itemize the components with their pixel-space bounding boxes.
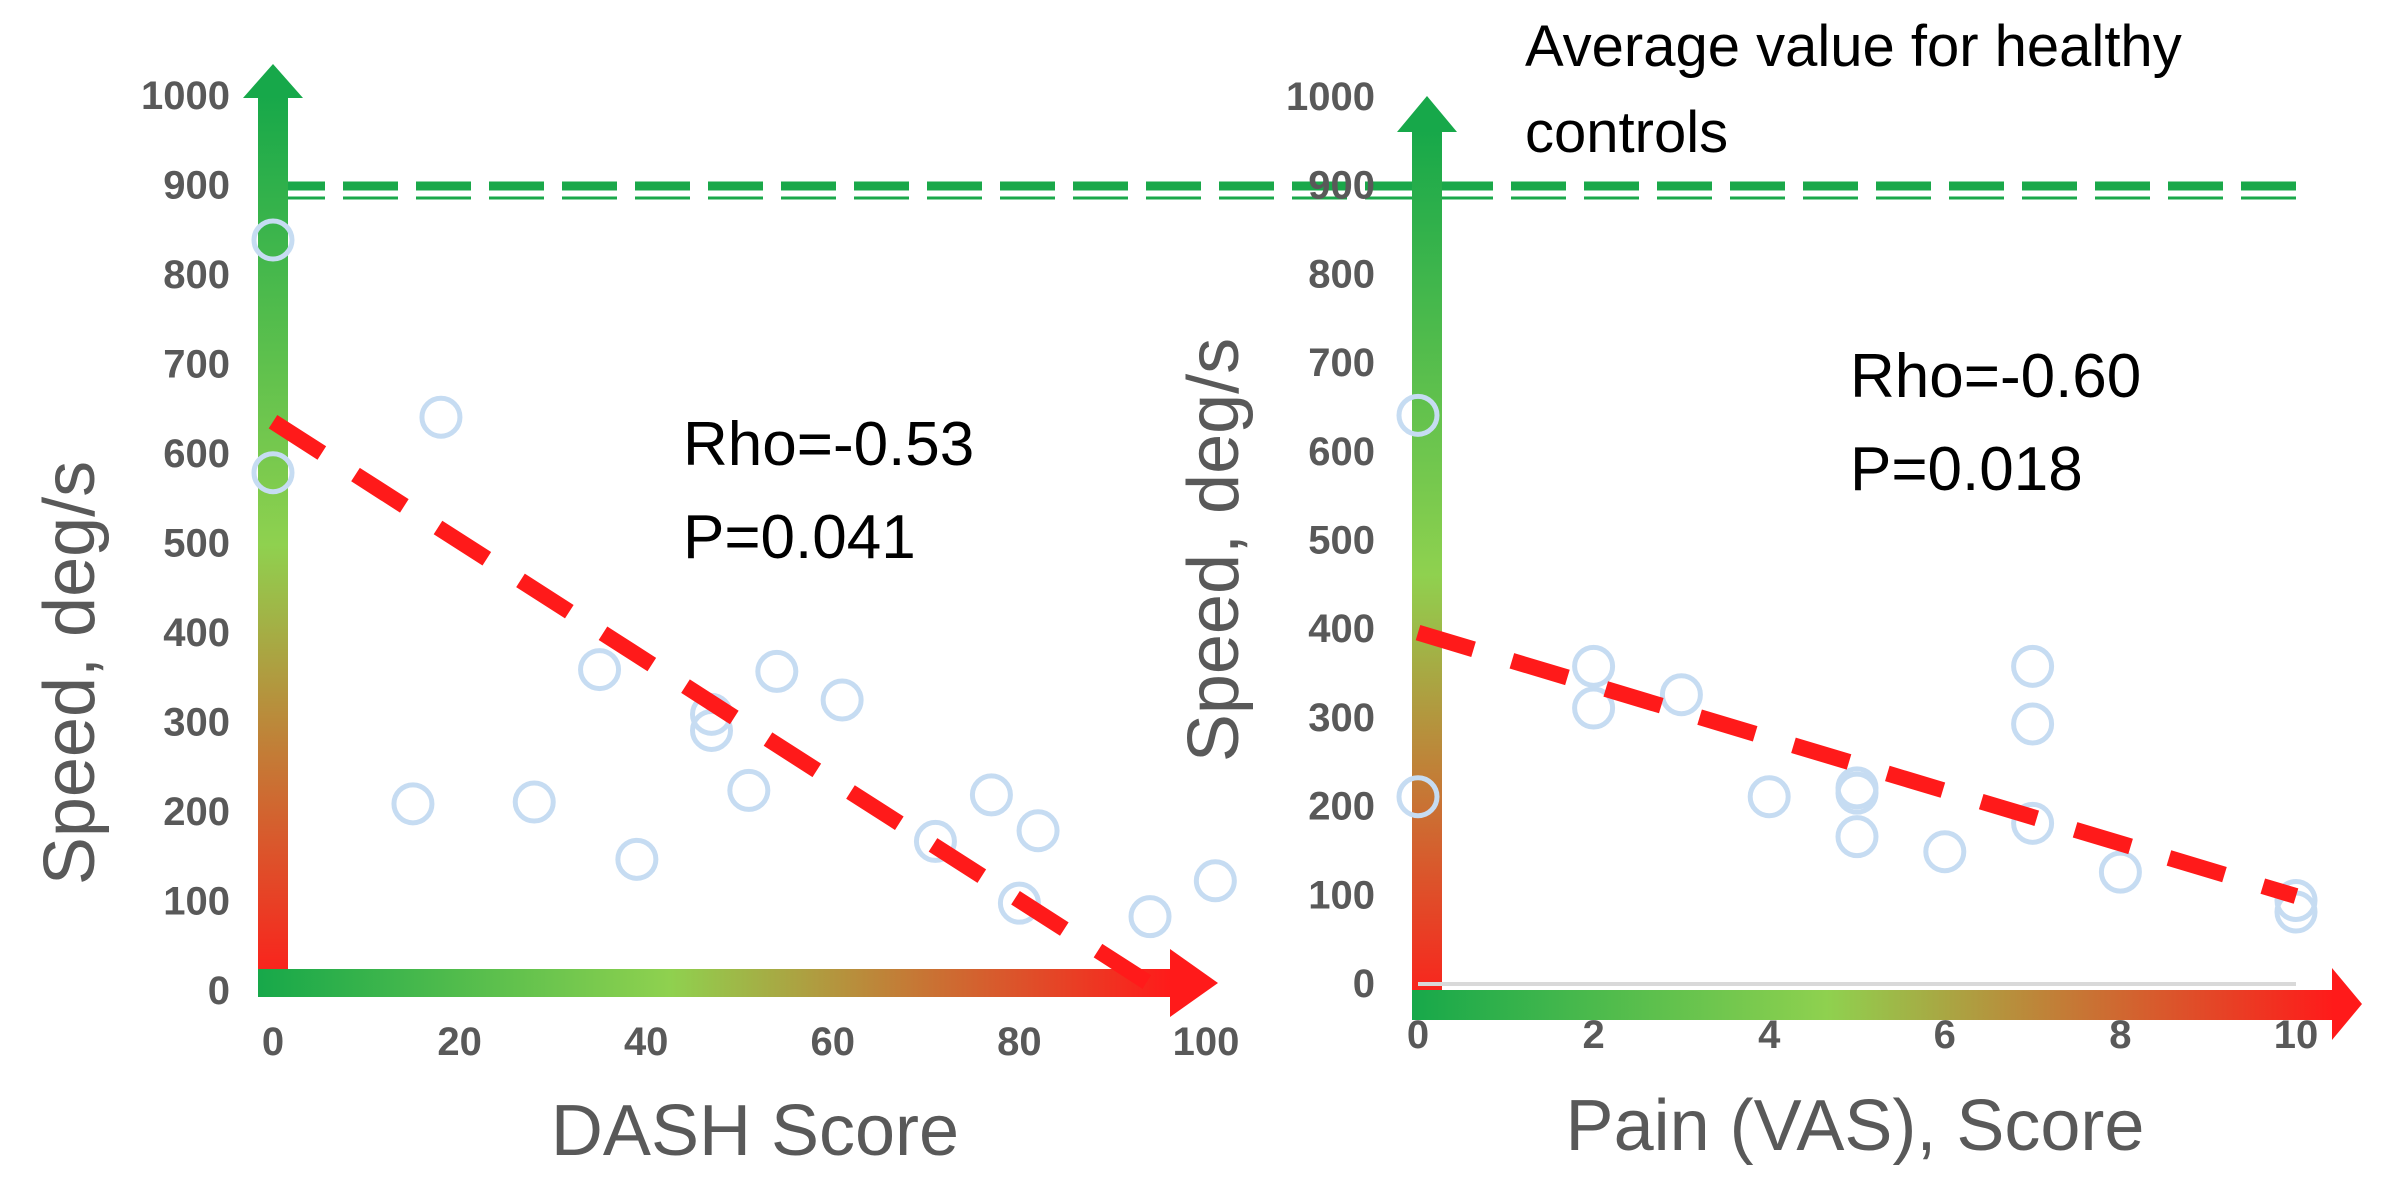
trend-line: [268, 414, 1164, 997]
x-tick-label: 80: [997, 1020, 1042, 1064]
y-tick-label: 700: [163, 343, 230, 387]
data-point: [2098, 850, 2142, 894]
data-point: [419, 395, 463, 439]
x-tick-label: 4: [1758, 1013, 1781, 1057]
trend-line: [1415, 624, 2299, 904]
y-axis-arrow: [1412, 130, 1442, 1020]
y-tick-label: 600: [163, 432, 230, 476]
healthy-reference-line: [270, 181, 2300, 200]
data-point: [1835, 771, 1879, 815]
data-point: [1396, 393, 1440, 437]
x-tick-label: 0: [1407, 1013, 1429, 1057]
y-tick-label: 400: [1308, 607, 1375, 651]
data-point: [1193, 859, 1237, 903]
x-axis-arrowhead: [1170, 949, 1218, 1017]
x-tick-label: 20: [437, 1020, 482, 1064]
y-tick-label: 800: [1308, 252, 1375, 296]
data-point: [2011, 702, 2055, 746]
data-point: [1572, 644, 1616, 688]
x-axis-arrowhead: [2332, 968, 2362, 1040]
p-value-annotation: P=0.041: [683, 503, 916, 572]
x-axis-title: DASH Score: [551, 1091, 959, 1171]
data-point: [755, 649, 799, 693]
data-point: [2011, 644, 2055, 688]
x-tick-label: 10: [2274, 1013, 2319, 1057]
data-point: [512, 780, 556, 824]
data-point: [1572, 686, 1616, 730]
x-axis-title: Pain (VAS), Score: [1566, 1086, 2145, 1166]
y-tick-label: 200: [1308, 785, 1375, 829]
data-point: [2274, 879, 2318, 923]
x-axis-arrow: [258, 969, 1173, 997]
x-tick-label: 2: [1582, 1013, 1604, 1057]
data-point: [969, 773, 1013, 817]
data-point: [727, 768, 771, 812]
y-tick-label: 100: [1308, 873, 1375, 917]
data-point: [2011, 801, 2055, 845]
y-tick-label: 300: [1308, 696, 1375, 740]
y-tick-label: 500: [1308, 519, 1375, 563]
y-tick-label: 0: [208, 969, 230, 1013]
x-tick-label: 40: [624, 1020, 669, 1064]
reference-label-line1: Average value for healthy: [1525, 14, 2182, 79]
rho-annotation: Rho=-0.53: [683, 410, 974, 479]
reference-label-line2: controls: [1525, 100, 1728, 165]
p-value-annotation: P=0.018: [1850, 435, 2083, 504]
x-tick-label: 100: [1173, 1020, 1240, 1064]
chart-dash: 0 100 200 300 400 500 600 700 800 900 1000 0 20 40 60…: [30, 64, 1239, 1171]
y-tick-label: 700: [1308, 341, 1375, 385]
data-point: [913, 819, 957, 863]
y-tick-label: 900: [1308, 164, 1375, 208]
data-point: [578, 648, 622, 692]
x-tick-label: 0: [262, 1020, 284, 1064]
y-axis-arrowhead: [243, 64, 303, 98]
x-tick-label: 6: [1934, 1013, 1956, 1057]
y-tick-label: 200: [163, 790, 230, 834]
data-point: [1835, 815, 1879, 859]
y-tick-label: 1000: [1286, 75, 1375, 119]
data-point: [615, 837, 659, 881]
data-point: [820, 678, 864, 722]
y-axis-title: Speed, deg/s: [30, 461, 110, 885]
y-axis-arrow: [258, 95, 288, 995]
y-tick-label: 400: [163, 611, 230, 655]
data-point: [251, 451, 295, 495]
y-tick-label: 0: [1353, 962, 1375, 1006]
x-axis-arrow: [1412, 990, 2335, 1020]
rho-annotation: Rho=-0.60: [1850, 342, 2141, 411]
y-tick-label: 800: [163, 253, 230, 297]
data-point: [1016, 809, 1060, 853]
y-axis-title: Speed, deg/s: [1174, 338, 1254, 762]
chart-pain: 0 100 200 300 400 500 600 700 800 900 1000 0 2 4 6 8 10…: [1174, 75, 2362, 1166]
data-point: [1747, 775, 1791, 819]
y-axis-arrowhead: [1397, 96, 1457, 132]
y-tick-label: 500: [163, 522, 230, 566]
y-tick-label: 300: [163, 701, 230, 745]
y-tick-label: 600: [1308, 430, 1375, 474]
data-point: [1923, 830, 1967, 874]
y-tick-label: 1000: [141, 74, 230, 118]
data-point: [251, 218, 295, 262]
x-tick-label: 60: [811, 1020, 856, 1064]
y-tick-label: 900: [163, 164, 230, 208]
x-tick-label: 8: [2109, 1013, 2131, 1057]
data-point: [1396, 775, 1440, 819]
y-tick-label: 100: [163, 880, 230, 924]
data-point: [391, 782, 435, 826]
data-point: [1659, 673, 1703, 717]
data-point: [1128, 895, 1172, 939]
